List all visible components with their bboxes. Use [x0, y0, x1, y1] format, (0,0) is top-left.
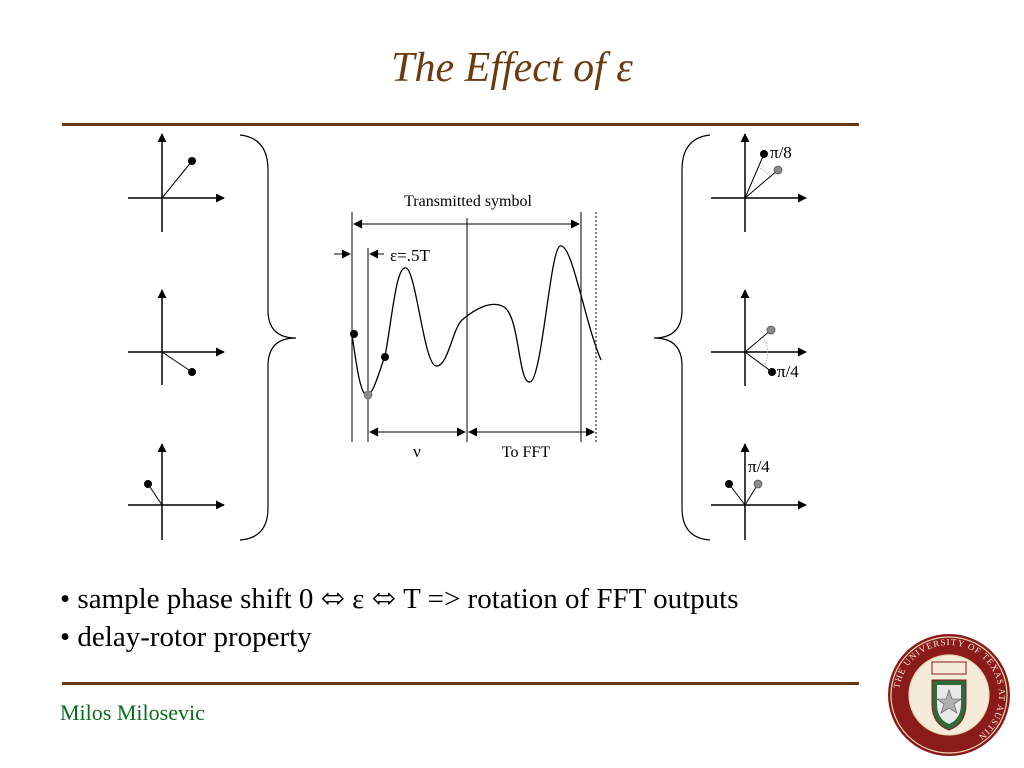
nu-label: ν — [413, 442, 421, 461]
rotated-sample-point — [773, 165, 783, 175]
rotation-label-2: π/4 — [777, 362, 799, 381]
sample-point — [760, 150, 768, 158]
sample-point — [188, 157, 196, 165]
left-constellation-1 — [128, 133, 225, 232]
sample-point — [144, 480, 152, 488]
seal-book-icon — [931, 661, 967, 675]
right-brace — [653, 134, 711, 541]
left-brace — [239, 134, 297, 541]
rotated-sample-point — [753, 479, 763, 489]
sample-point — [381, 353, 389, 361]
sample-point — [188, 368, 196, 376]
bullet-2: • delay-rotor property — [60, 621, 312, 653]
sample-point — [725, 480, 733, 488]
shifted-sample-point — [363, 390, 373, 400]
left-constellation-3 — [128, 443, 225, 540]
top-rule — [62, 123, 859, 126]
author-name: Milos Milosevic — [60, 700, 205, 725]
rotation-label-3: π/4 — [748, 457, 770, 476]
bullet-1: • sample phase shift 0 ⬄ ε ⬄ T => rotati… — [60, 583, 739, 615]
rotation-label-1: π/8 — [770, 143, 792, 162]
waveform-figure: Transmitted symbol ε=.5T ν To FFT — [334, 193, 602, 461]
university-seal-logo: THE UNIVERSITY OF TEXAS AT AUSTIN — [888, 634, 1010, 756]
sample-point — [350, 330, 358, 338]
slide-title: The Effect of ε — [391, 45, 633, 91]
left-constellation-2 — [128, 289, 225, 385]
epsilon-label: ε=.5T — [390, 246, 430, 265]
right-constellation-2: π/4 — [711, 289, 807, 386]
right-constellation-1: π/8 — [711, 133, 807, 232]
rotated-sample-point — [766, 325, 776, 335]
bottom-rule — [62, 682, 859, 685]
sample-point — [768, 368, 776, 376]
right-constellation-3: π/4 — [711, 443, 807, 540]
seal-star-icon — [936, 689, 962, 714]
bullet-list: • sample phase shift 0 ⬄ ε ⬄ T => rotati… — [60, 580, 739, 656]
transmitted-symbol-label: Transmitted symbol — [404, 193, 532, 210]
waveform-curve — [351, 245, 602, 396]
to-fft-label: To FFT — [502, 444, 550, 461]
